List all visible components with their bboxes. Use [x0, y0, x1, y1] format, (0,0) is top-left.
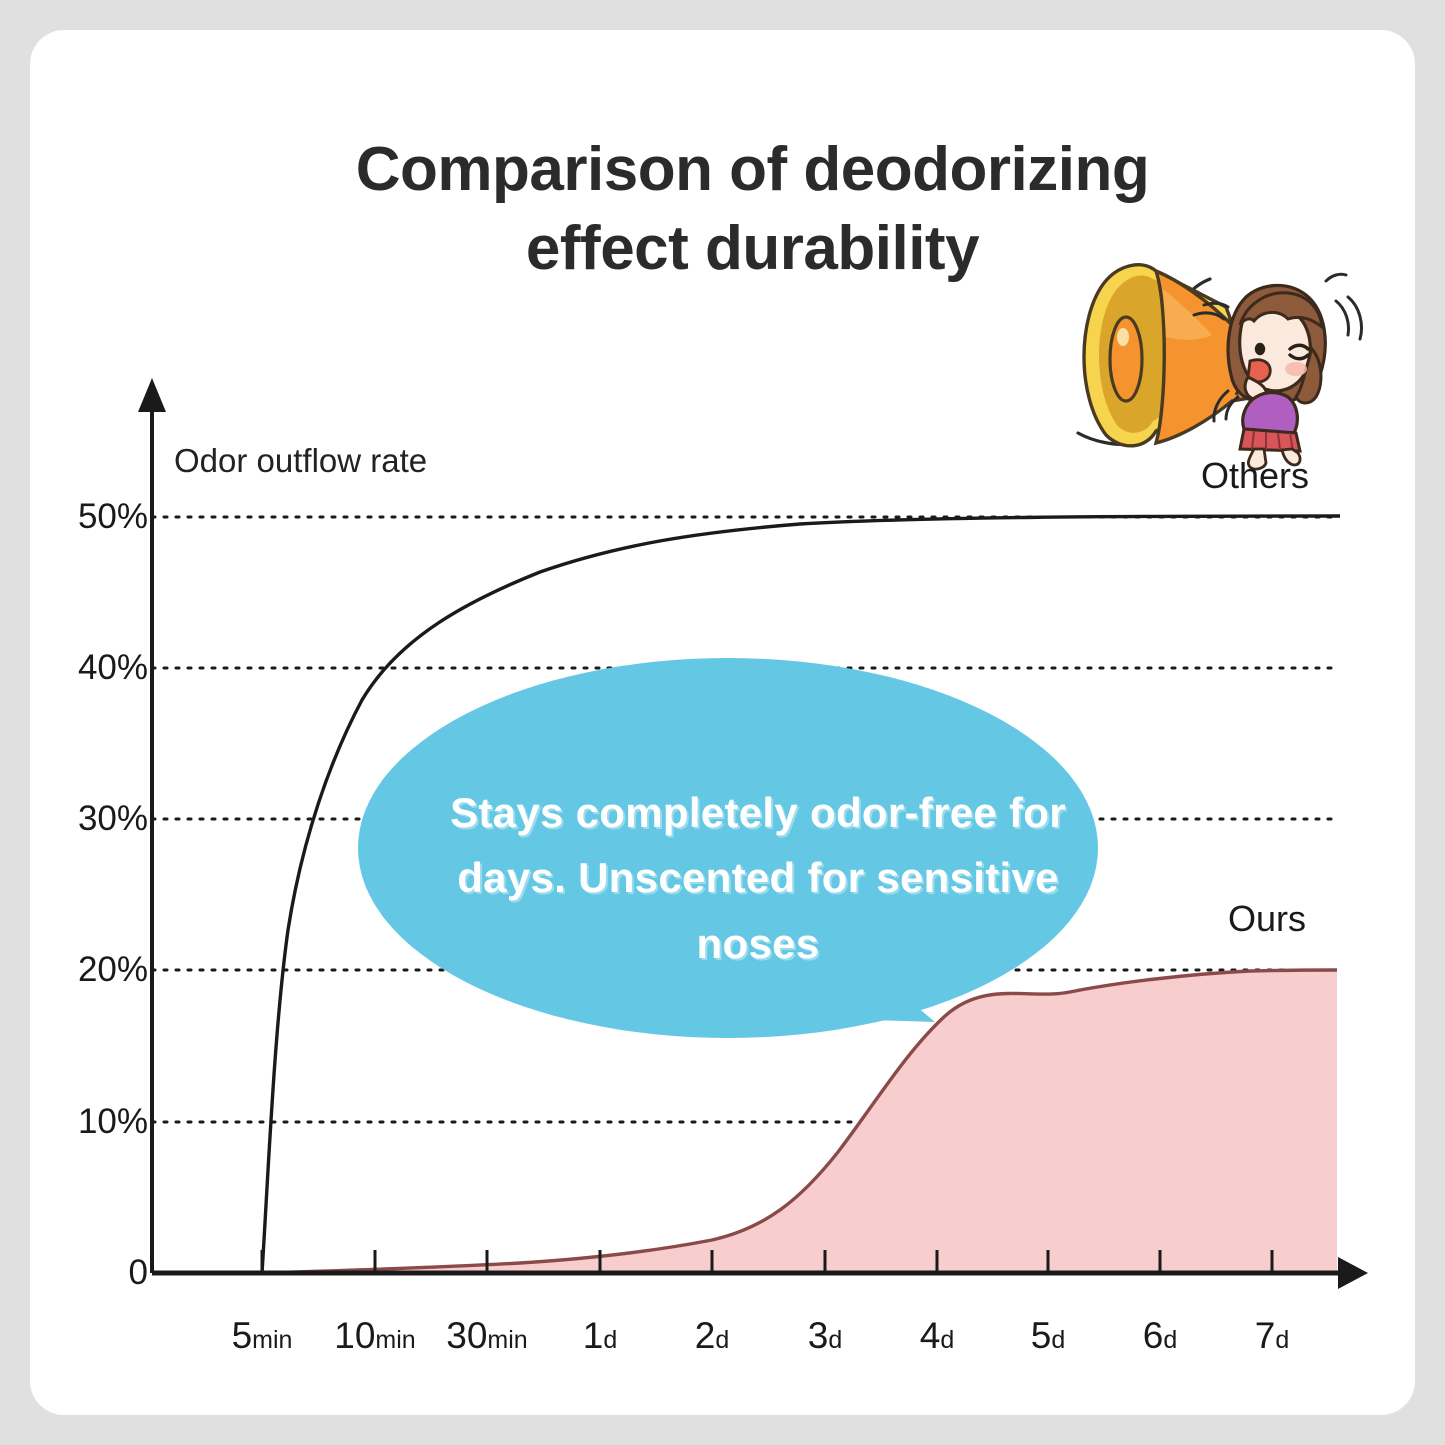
y-axis	[138, 378, 166, 1273]
x-axis	[152, 1250, 1368, 1289]
callout-bubble	[358, 658, 1098, 1038]
x-tick-4d: 4d	[919, 1315, 955, 1356]
series-line-others	[260, 514, 1341, 1274]
chart-plot	[138, 378, 1368, 1289]
girl-with-megaphone-icon	[1060, 245, 1400, 475]
x-tick-7d: 7d	[1254, 1315, 1290, 1356]
y-axis-label: Odor outflow rate	[174, 442, 428, 479]
series-area-ours	[262, 970, 1337, 1273]
page-title: Comparison of deodorizing effect durabil…	[355, 135, 1150, 284]
series-line-ours	[261, 968, 1338, 1275]
x-tick-6d: 6d	[1142, 1315, 1178, 1356]
x-tick-1d: 1d	[582, 1315, 618, 1356]
series-label-ours: Ours	[1227, 898, 1307, 939]
series-label-others: Others	[1200, 455, 1310, 496]
x-tick-5min: 5min	[231, 1315, 293, 1356]
x-tick-30min: 30min	[446, 1315, 528, 1356]
chart-card: Comparison of deodorizing effect durabil…	[30, 30, 1415, 1415]
x-tick-5d: 5d	[1030, 1315, 1066, 1356]
x-tick-2d: 2d	[694, 1315, 730, 1356]
x-tick-3d: 3d	[807, 1315, 843, 1356]
x-tick-10min: 10min	[334, 1315, 416, 1356]
